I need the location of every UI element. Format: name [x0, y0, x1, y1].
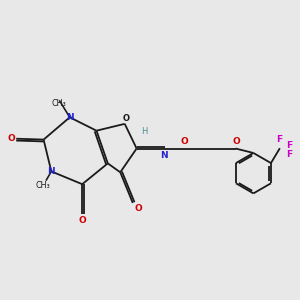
Text: CH₃: CH₃	[52, 99, 67, 108]
Text: O: O	[232, 137, 240, 146]
Text: CH₃: CH₃	[35, 181, 50, 190]
Text: F: F	[286, 150, 292, 159]
Text: F: F	[286, 141, 292, 150]
Text: F: F	[276, 135, 282, 144]
Text: H: H	[142, 127, 148, 136]
Text: N: N	[47, 167, 55, 176]
Text: N: N	[160, 152, 168, 160]
Text: O: O	[135, 204, 142, 213]
Text: O: O	[7, 134, 15, 142]
Text: O: O	[181, 137, 189, 146]
Text: O: O	[78, 216, 86, 225]
Text: O: O	[123, 114, 130, 123]
Text: N: N	[66, 113, 74, 122]
